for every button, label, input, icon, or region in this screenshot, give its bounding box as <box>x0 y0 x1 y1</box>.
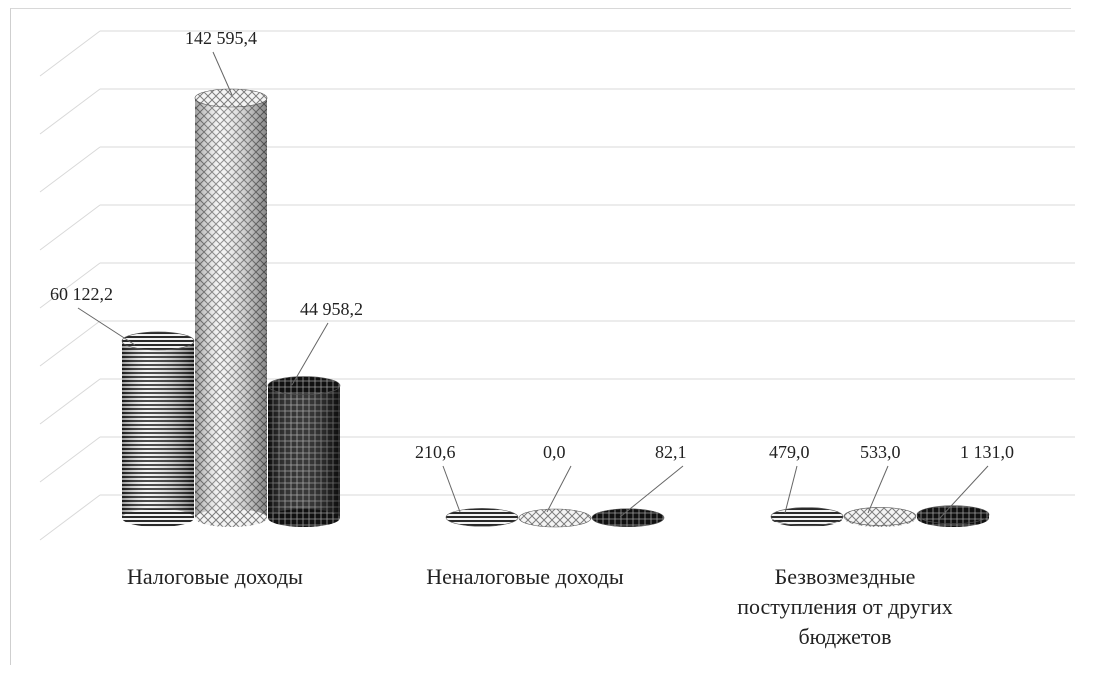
bar-shading <box>195 98 267 518</box>
bar-top <box>267 376 341 395</box>
bar-top <box>194 88 268 108</box>
leader-line <box>546 465 572 513</box>
leader-line <box>619 465 684 518</box>
leader-line <box>212 51 233 96</box>
leader-line <box>77 307 136 346</box>
leader-line <box>867 465 889 514</box>
data-label: 60 122,2 <box>50 284 113 304</box>
bar-top <box>843 507 917 526</box>
bar-base <box>122 509 194 527</box>
data-label: 210,6 <box>415 442 456 462</box>
gridline-diagonal <box>39 494 101 541</box>
bar-shading <box>268 385 340 518</box>
data-label: 479,0 <box>769 442 810 462</box>
data-label: 0,0 <box>543 442 566 462</box>
chart-border <box>10 8 1071 665</box>
leader-line <box>291 322 329 386</box>
leader-line <box>442 465 461 513</box>
gridline-diagonal <box>39 30 101 77</box>
bar-top <box>518 508 592 528</box>
category-label: Налоговые доходы <box>127 564 303 589</box>
leader-line <box>784 465 798 514</box>
bar-top <box>770 507 844 526</box>
bar-top <box>445 508 519 527</box>
data-label: 1 131,0 <box>960 442 1014 462</box>
gridline-diagonal <box>39 146 101 193</box>
gridline-diagonal <box>39 378 101 425</box>
category-label: Безвозмездные <box>775 564 916 589</box>
leader-line <box>939 465 989 519</box>
gridline-diagonal <box>39 320 101 367</box>
bar-base <box>195 509 267 527</box>
bar-base <box>268 509 340 527</box>
data-label: 533,0 <box>860 442 901 462</box>
bar-top <box>121 331 195 351</box>
gridline-diagonal <box>39 436 101 483</box>
category-labels: Налоговые доходы Неналоговые доходы Безвоз… <box>127 564 953 649</box>
category-label: Неналоговые доходы <box>426 564 624 589</box>
data-label: 82,1 <box>655 442 687 462</box>
bar-shading <box>122 340 194 518</box>
gridline-diagonal <box>39 204 101 251</box>
category-label: поступления от других <box>737 594 953 619</box>
gridline-diagonal <box>39 262 101 309</box>
bar-top <box>591 508 665 528</box>
category-label: бюджетов <box>798 624 891 649</box>
bar-top <box>916 505 990 524</box>
data-label: 142 595,4 <box>185 28 257 48</box>
gridline-diagonal <box>39 88 101 135</box>
labels-layer: 60 122,2 210,6 479,0 142 595,4 0,0 533,0 44 95… <box>50 28 1014 519</box>
data-label: 44 958,2 <box>300 299 363 319</box>
bars-layer <box>121 88 990 528</box>
